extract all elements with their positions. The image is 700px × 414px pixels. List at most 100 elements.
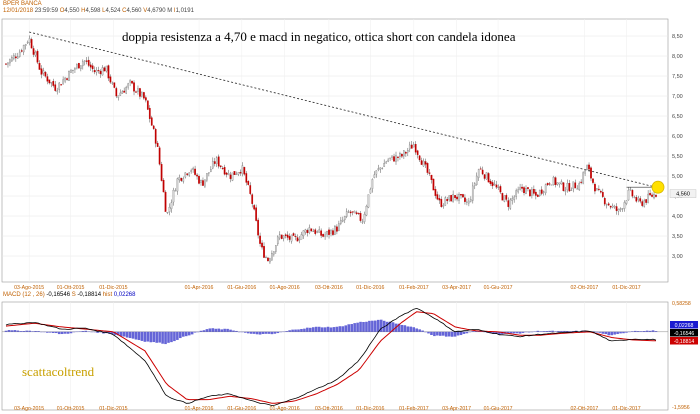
candle-down — [46, 76, 49, 82]
candle-up — [544, 184, 547, 194]
candle-down — [523, 187, 525, 194]
macd-value-labels: 0,02268 -0,16546 -0,18814 — [670, 321, 698, 345]
candle-up — [531, 189, 533, 196]
candle-down — [223, 167, 226, 175]
candle-down — [483, 174, 486, 179]
macd-x-tick-label: 01-Giu-2016 — [227, 406, 256, 412]
macd-hist-bar — [619, 331, 622, 334]
macd-hist-bar — [229, 329, 232, 332]
candle-up — [627, 189, 630, 201]
macd-x-tick-label: 01-Dic-2015 — [99, 406, 127, 412]
candle-down — [219, 165, 222, 168]
candle-down — [38, 63, 41, 70]
candle-down — [255, 207, 258, 221]
macd-hist-bar — [128, 331, 132, 339]
candle-down — [194, 168, 196, 175]
macd-hist-bar — [391, 322, 395, 332]
macd-hist-bar — [13, 330, 17, 332]
macd-hist-bar — [563, 330, 566, 332]
macd-hist-bar — [179, 331, 182, 339]
candle-up — [237, 172, 240, 175]
candle-up — [387, 159, 389, 162]
candle-up — [584, 169, 586, 174]
candle-up — [389, 157, 391, 159]
candle-up — [9, 59, 11, 64]
candle-down — [651, 194, 653, 197]
macd-x-tick-label: 01-Giu-2017 — [484, 406, 513, 412]
candle-down — [615, 206, 618, 211]
macd-header: MACD (12 , 26) -0,16546 S -0,18814 hist … — [3, 292, 136, 298]
candle-up — [566, 183, 569, 191]
macd-x-tick-label: 01-Feb-2017 — [399, 406, 429, 412]
candle-up — [129, 80, 131, 83]
candle-down — [529, 189, 531, 197]
macd-x-tick-label: 01-Ago-2016 — [270, 406, 300, 412]
candle-up — [448, 195, 451, 201]
macd-hist-bar — [22, 331, 26, 332]
candle-up — [613, 206, 616, 208]
macd-hist-bar — [439, 331, 442, 336]
candle-down — [355, 212, 358, 214]
candle-up — [56, 90, 59, 92]
candle-down — [259, 235, 261, 244]
candle-down — [594, 183, 596, 192]
candle-up — [365, 206, 368, 216]
candle-down — [158, 147, 161, 165]
candle-down — [213, 161, 216, 164]
high-label: H — [81, 8, 86, 14]
candle-down — [641, 201, 644, 206]
candle-down — [294, 236, 297, 238]
candle-down — [247, 181, 250, 185]
macd-hist-bar — [155, 331, 158, 343]
candle-down — [85, 60, 88, 62]
candle-down — [314, 229, 317, 234]
macd-y-tick-bottom: -1,5956 — [672, 405, 690, 411]
candle-up — [477, 169, 480, 178]
candle-down — [505, 195, 508, 200]
candle-down — [292, 233, 295, 236]
candle-down — [93, 70, 96, 73]
candle-down — [430, 174, 433, 180]
candle-down — [253, 205, 256, 210]
price-y-tick-label: 6,00 — [672, 134, 683, 140]
macd-hist-bar — [634, 330, 637, 332]
candle-down — [162, 179, 165, 193]
candle-up — [381, 167, 384, 169]
open-label: O — [59, 8, 65, 14]
price-y-tick-label: 8,00 — [672, 54, 683, 60]
candle-up — [178, 177, 181, 181]
candle-up — [471, 185, 474, 201]
candle-down — [424, 161, 427, 165]
price-x-tick-label: 01-Giu-2016 — [227, 285, 256, 291]
candle-down — [198, 176, 200, 184]
macd-hist-bar — [527, 331, 531, 333]
macd-hist-bar — [255, 331, 259, 335]
macd-hist-bar — [314, 326, 318, 332]
candle-down — [44, 72, 47, 77]
price-x-tick-label: 01-Feb-2017 — [399, 285, 429, 291]
candle-up — [74, 68, 76, 70]
macd-hist-bar — [551, 330, 554, 332]
candle-up — [542, 191, 545, 193]
candle-up — [619, 208, 622, 210]
candle-up — [42, 70, 45, 74]
candle-up — [406, 150, 409, 153]
candle-down — [438, 198, 441, 201]
candle-up — [330, 229, 332, 234]
ohlc-header: 12/01/2018 23:59:59 O4,550 H4,598 L4,524… — [3, 8, 194, 14]
macd-hist-bar — [338, 326, 342, 332]
candle-up — [493, 183, 496, 186]
macd-hist-bar — [16, 330, 20, 332]
macd-hist-bar — [607, 331, 611, 336]
candle-down — [133, 82, 135, 92]
price-y-tick-label: 6,50 — [672, 114, 683, 120]
candle-down — [436, 194, 439, 200]
macd-hist-bar — [400, 324, 404, 332]
macd-hist-bar — [214, 328, 218, 332]
candle-down — [580, 181, 583, 183]
candle-down — [501, 193, 504, 201]
candle-up — [473, 183, 476, 186]
candle-up — [345, 211, 348, 217]
highlight-marker — [651, 180, 665, 194]
macd-hist-bar — [205, 329, 209, 332]
